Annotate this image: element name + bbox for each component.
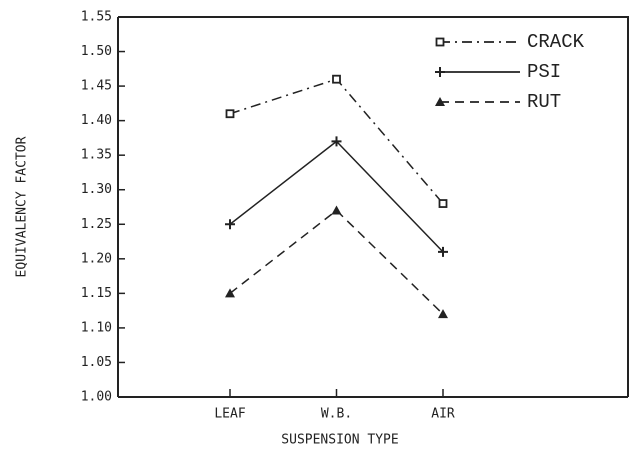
y-tick-label: 1.05 [81, 355, 112, 370]
marker [331, 136, 342, 147]
y-tick-label: 1.20 [81, 251, 112, 266]
y-tick-label: 1.10 [81, 320, 112, 335]
frame [118, 16, 629, 397]
marker [225, 109, 235, 119]
marker [438, 199, 448, 208]
y-tick-label: 1.50 [81, 44, 112, 59]
x-axis-label: SUSPENSION TYPE [281, 433, 398, 448]
x-tick-label: AIR [431, 407, 455, 422]
legend-label: RUT [527, 91, 561, 113]
legend-label: CRACK [527, 31, 585, 53]
marker [435, 97, 445, 106]
legend-label: PSI [527, 61, 561, 83]
marker [225, 219, 235, 230]
y-tick-label: 1.25 [81, 217, 112, 232]
y-tick-label: 1.15 [81, 286, 112, 301]
marker [438, 246, 448, 257]
marker [225, 288, 235, 298]
marker [438, 309, 448, 319]
y-tick-label: 1.45 [81, 79, 112, 94]
y-tick-label: 1.30 [81, 182, 112, 197]
marker [332, 74, 341, 84]
y-tick-label: 1.00 [81, 390, 112, 405]
x-tick-label: W.B. [321, 407, 352, 422]
y-tick-label: 1.35 [81, 148, 112, 163]
marker [435, 37, 445, 47]
y-tick-label: 1.55 [81, 10, 112, 25]
x-tick-label: LEAF [214, 407, 245, 422]
marker [435, 67, 445, 77]
marker [331, 205, 342, 215]
y-tick-label: 1.40 [81, 113, 112, 128]
y-axis-label: EQUIVALENCY FACTOR [15, 136, 30, 277]
